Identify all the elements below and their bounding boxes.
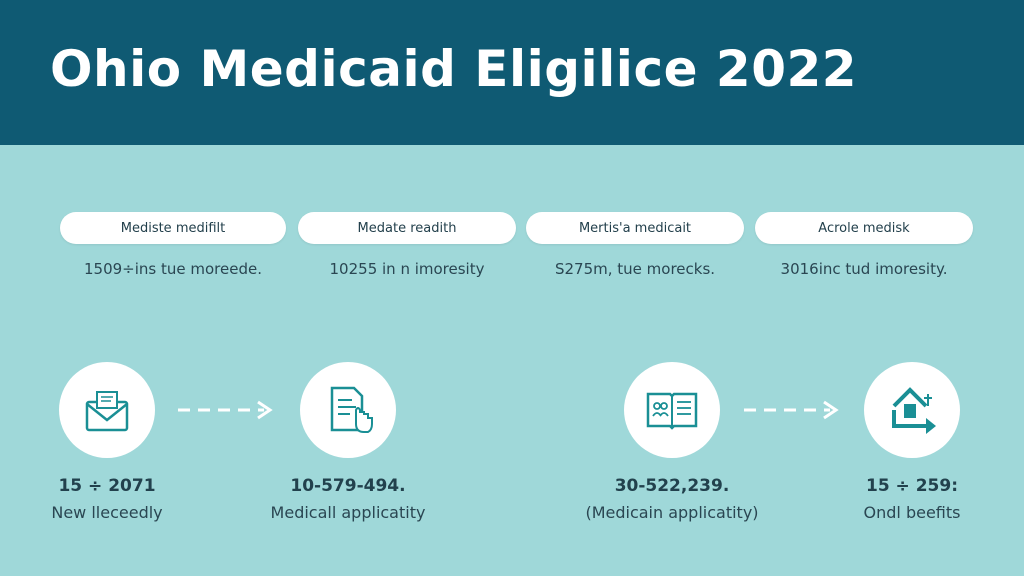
category-note-4: 3016inc tud imoresity. <box>780 260 948 278</box>
header-banner: Ohio Medicaid Eligilice 2022 <box>0 0 1024 145</box>
document-hand-icon <box>330 386 373 433</box>
category-pill-1: Mediste medifilt <box>60 212 286 244</box>
category-note-2: 10255 in n imoresity <box>329 260 485 278</box>
flow-arrow-2 <box>744 400 839 420</box>
step-label-4: Ondl beefits <box>863 503 961 522</box>
category-pill-3: Mertis'a medicait <box>526 212 744 244</box>
step-circle-2 <box>300 362 396 458</box>
step-label-2: Medicall applicatity <box>270 503 426 522</box>
step-value-4: 15 ÷ 259: <box>865 476 959 496</box>
step-value-3: 30-522,239. <box>614 476 730 496</box>
category-note-1: 1509÷ins tue moreede. <box>84 260 262 278</box>
page-title: Ohio Medicaid Eligilice 2022 <box>50 40 858 98</box>
open-book-icon <box>646 392 698 430</box>
category-pill-4: Acrole medisk <box>755 212 973 244</box>
step-value-1: 15 ÷ 2071 <box>58 476 156 496</box>
house-arrow-icon <box>892 387 936 434</box>
step-label-1: New lleceedly <box>51 503 163 522</box>
category-note-3: S275m, tue morecks. <box>554 260 716 278</box>
step-circle-1 <box>59 362 155 458</box>
step-label-3: (Medicain applicatity) <box>585 503 759 522</box>
step-circle-4 <box>864 362 960 458</box>
flow-arrow-1 <box>178 400 273 420</box>
envelope-icon <box>85 391 129 432</box>
category-pill-2: Medate readith <box>298 212 516 244</box>
step-value-2: 10-579-494. <box>290 476 406 496</box>
step-circle-3 <box>624 362 720 458</box>
